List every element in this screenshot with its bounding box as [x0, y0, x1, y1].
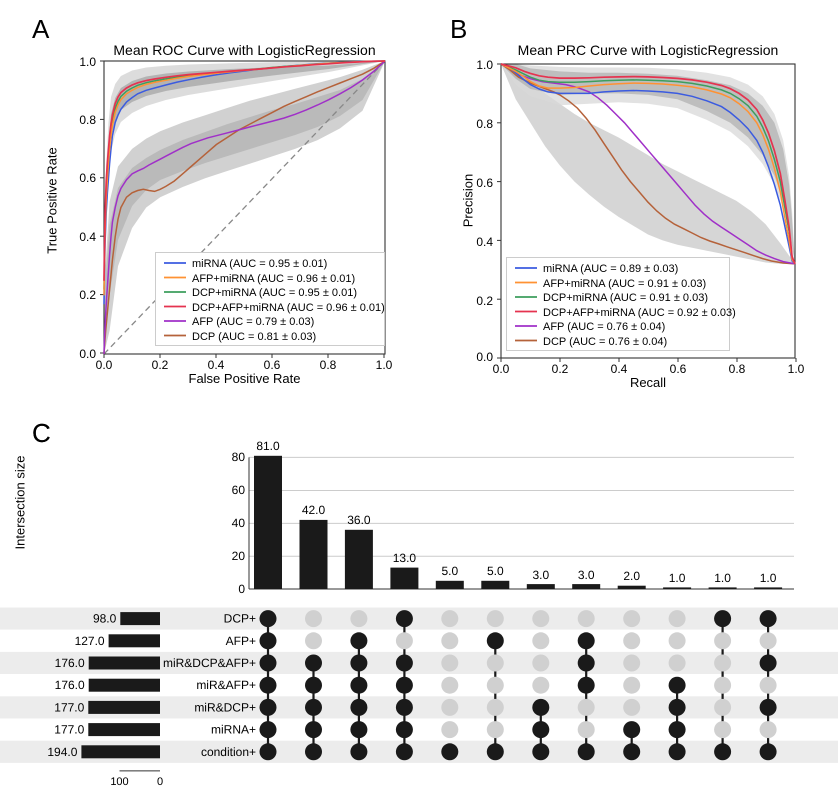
svg-text:AFP+: AFP+ — [226, 634, 256, 648]
svg-text:194.0: 194.0 — [47, 745, 77, 759]
svg-text:DCP+: DCP+ — [224, 612, 256, 626]
svg-text:127.0: 127.0 — [75, 634, 105, 648]
svg-text:176.0: 176.0 — [55, 656, 85, 670]
svg-text:0: 0 — [157, 776, 163, 788]
svg-text:177.0: 177.0 — [54, 700, 84, 714]
svg-text:177.0: 177.0 — [54, 723, 84, 737]
svg-text:condition+: condition+ — [201, 745, 256, 759]
svg-text:176.0: 176.0 — [55, 678, 85, 692]
svg-text:miR&AFP+: miR&AFP+ — [196, 678, 256, 692]
svg-text:miR&DCP+: miR&DCP+ — [194, 700, 256, 714]
svg-text:100: 100 — [110, 776, 128, 788]
svg-text:miR&DCP&AFP+: miR&DCP&AFP+ — [163, 656, 256, 670]
svg-text:miRNA+: miRNA+ — [211, 723, 256, 737]
svg-text:98.0: 98.0 — [93, 612, 117, 626]
